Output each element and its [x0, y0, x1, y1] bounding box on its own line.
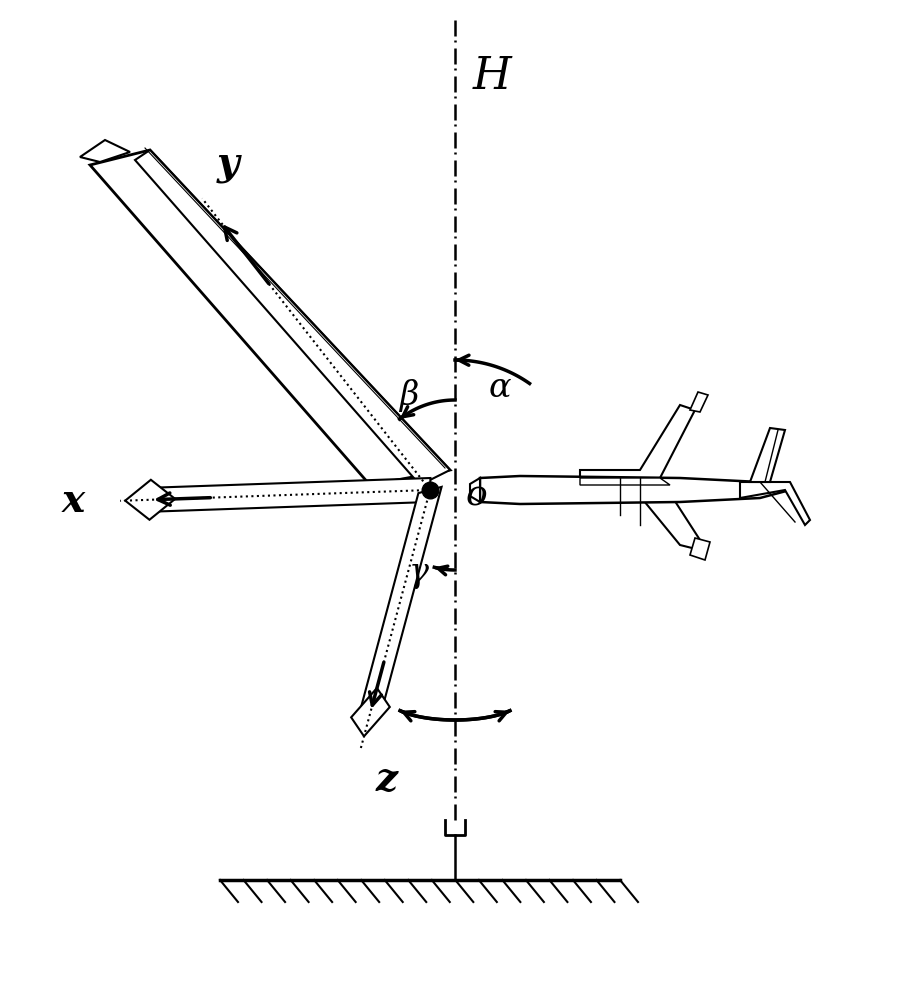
Polygon shape	[469, 478, 479, 502]
Text: H: H	[473, 55, 511, 98]
Polygon shape	[479, 476, 789, 504]
Polygon shape	[359, 487, 441, 715]
Polygon shape	[690, 392, 707, 412]
Polygon shape	[125, 480, 175, 520]
Polygon shape	[690, 538, 710, 560]
Polygon shape	[579, 478, 670, 485]
Polygon shape	[80, 140, 130, 162]
Text: α: α	[487, 372, 510, 404]
Text: y: y	[217, 145, 240, 183]
Polygon shape	[579, 405, 694, 478]
Polygon shape	[739, 482, 809, 525]
Text: o: o	[465, 478, 486, 512]
Polygon shape	[90, 150, 449, 485]
Polygon shape	[579, 478, 700, 550]
Text: γ: γ	[408, 557, 428, 589]
Polygon shape	[351, 688, 389, 736]
Polygon shape	[135, 150, 449, 485]
Text: β: β	[399, 379, 418, 412]
Polygon shape	[749, 428, 784, 482]
Text: x: x	[62, 482, 85, 520]
Text: z: z	[374, 761, 397, 799]
Polygon shape	[149, 478, 430, 512]
